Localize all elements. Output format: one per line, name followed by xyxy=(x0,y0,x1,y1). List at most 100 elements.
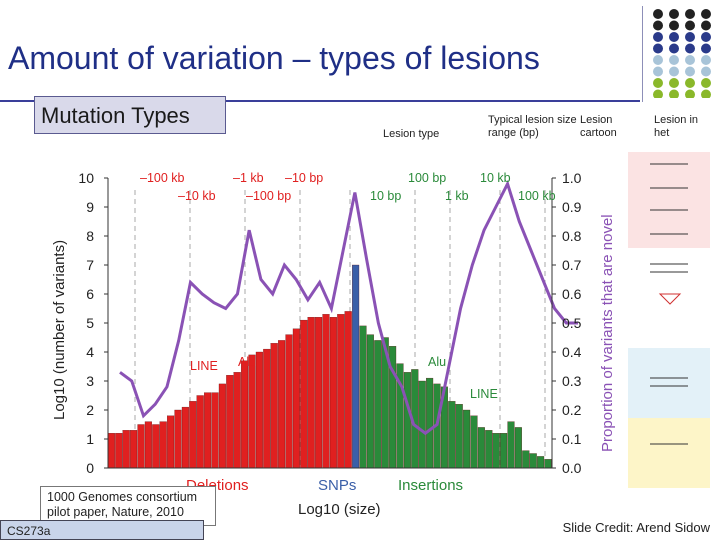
top-label-deletion: –10 bp xyxy=(285,171,323,185)
deletion-bar xyxy=(152,424,160,469)
insertion-bar xyxy=(522,450,530,469)
insertions-label: Insertions xyxy=(398,477,463,494)
deletion-bar xyxy=(211,392,219,469)
left-tick-label: 9 xyxy=(86,199,94,215)
course-label: CS273a xyxy=(0,520,204,540)
deletion-bar xyxy=(196,395,204,469)
header-lesion-type: Lesion type xyxy=(383,128,440,140)
header-in-het: Lesion in het xyxy=(654,114,699,139)
deletion-bar xyxy=(307,317,315,469)
deco-dot xyxy=(701,66,711,77)
right-tick-label: 0.0 xyxy=(562,460,582,476)
insertion-bar xyxy=(485,430,493,469)
deco-dot xyxy=(701,20,711,31)
right-tick-label: 0.9 xyxy=(562,199,582,215)
right-tick-label: 0.3 xyxy=(562,373,582,389)
right-tick-label: 0.5 xyxy=(562,315,582,331)
deco-dot xyxy=(685,20,695,31)
annotation-alu-insertion: Alu xyxy=(428,355,446,369)
deletion-bar xyxy=(248,354,256,469)
deco-dot xyxy=(669,20,679,31)
snps-label: SNPs xyxy=(318,477,356,494)
deletion-bar xyxy=(159,421,167,469)
top-label-insertion: 10 bp xyxy=(370,189,401,203)
right-tick-label: 0.2 xyxy=(562,402,582,418)
deletion-bar xyxy=(144,421,152,469)
right-tick-label: 1.0 xyxy=(562,170,582,186)
deco-dot xyxy=(685,89,695,98)
deletion-bar xyxy=(292,328,300,469)
left-tick-label: 7 xyxy=(86,257,94,273)
deco-dot xyxy=(653,55,663,65)
deco-dot xyxy=(653,78,663,88)
deletion-bar xyxy=(226,375,234,469)
deletion-bar xyxy=(122,430,130,469)
top-label-insertion: 10 kb xyxy=(480,171,511,185)
slide-title: Amount of variation – types of lesions xyxy=(8,40,540,76)
deletion-bar xyxy=(233,372,241,469)
deletion-bar xyxy=(167,415,175,469)
header-typical-range: Typical lesion size range (bp) xyxy=(488,114,577,139)
left-tick-label: 6 xyxy=(86,286,94,302)
deco-dot xyxy=(701,78,711,88)
deletion-bar xyxy=(174,409,182,469)
insertion-bar xyxy=(403,372,411,469)
snp-bar xyxy=(352,264,360,469)
top-label-insertion: 100 bp xyxy=(408,171,446,185)
insertion-bar xyxy=(463,409,471,469)
left-tick-label: 3 xyxy=(86,373,94,389)
deletion-bar xyxy=(263,348,271,469)
insertion-bar xyxy=(492,433,500,469)
right-tick-label: 0.1 xyxy=(562,431,582,447)
mutation-types-label: Mutation Types xyxy=(34,96,226,134)
deco-dot xyxy=(701,32,711,42)
insertion-bar xyxy=(544,459,552,469)
left-tick-label: 10 xyxy=(78,170,94,186)
left-tick-label: 4 xyxy=(86,344,94,360)
right-tick-label: 0.6 xyxy=(562,286,582,302)
deco-dot xyxy=(669,78,679,88)
citation-box: 1000 Genomes consortium pilot paper, Nat… xyxy=(40,486,216,526)
header-divider xyxy=(642,6,643,102)
top-label-insertion: 100 kb xyxy=(518,189,556,203)
deletion-bar xyxy=(204,392,212,469)
x-axis-label: Log10 (size) xyxy=(298,501,381,518)
deletion-bar xyxy=(137,424,145,469)
left-tick-label: 8 xyxy=(86,228,94,244)
novel-proportion-line xyxy=(119,179,578,436)
right-tick-label: 0.8 xyxy=(562,228,582,244)
annotation-line-insertion: LINE xyxy=(470,387,498,401)
deco-dot xyxy=(701,9,711,19)
deco-dot xyxy=(669,55,679,65)
annotation-alu-deletion: Alu xyxy=(238,355,256,369)
deletion-bar xyxy=(270,343,278,469)
deletion-bar xyxy=(344,311,352,469)
blue-row xyxy=(628,348,710,418)
left-tick-label: 1 xyxy=(86,431,94,447)
deletion-bar xyxy=(241,360,249,469)
insertion-bar xyxy=(477,427,485,469)
insertion-bar xyxy=(514,427,522,469)
y-axis-left-label: Log10 (number of variants) xyxy=(51,240,68,420)
decorative-dots xyxy=(653,9,711,98)
deco-dot xyxy=(685,9,695,19)
top-label-insertion: 1 kb xyxy=(445,189,469,203)
deco-dot xyxy=(701,55,711,65)
deco-dot xyxy=(669,9,679,19)
slide-credit: Slide Credit: Arend Sidow xyxy=(562,520,710,535)
insertion-bar xyxy=(359,325,367,469)
left-tick-label: 0 xyxy=(86,460,94,476)
deletion-bar xyxy=(315,317,323,469)
deco-dot xyxy=(685,43,695,54)
white-row xyxy=(628,248,710,348)
deco-dot xyxy=(685,66,695,77)
deco-dot xyxy=(653,20,663,31)
deco-dot xyxy=(669,32,679,42)
deletion-bar xyxy=(107,433,115,469)
deco-dot xyxy=(685,32,695,42)
insertion-bar xyxy=(426,377,434,469)
annotation-line-deletion: LINE xyxy=(190,359,218,373)
deletion-bar xyxy=(181,406,189,469)
right-tick-label: 0.4 xyxy=(562,344,582,360)
deco-dot xyxy=(653,43,663,54)
